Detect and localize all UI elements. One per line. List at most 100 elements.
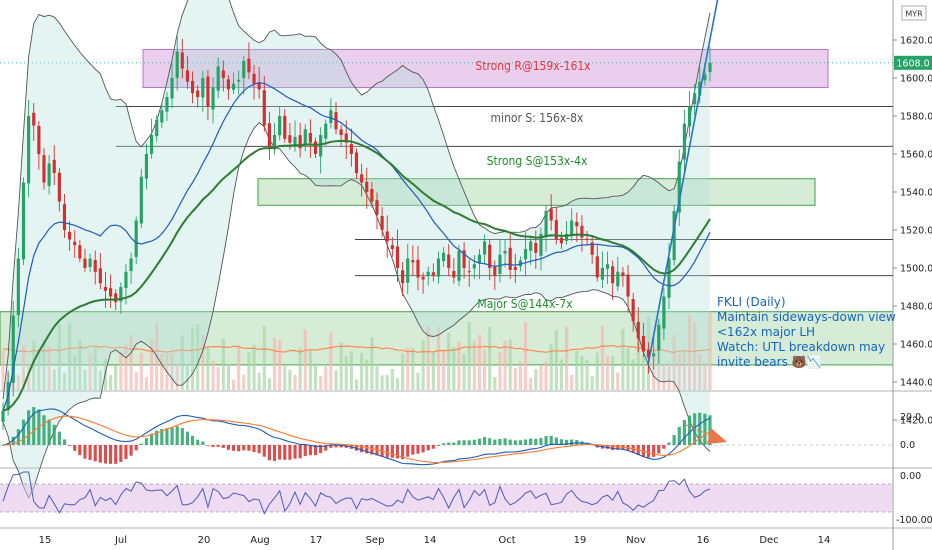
candle[interactable]: [21, 177, 26, 266]
candle[interactable]: [380, 207, 384, 238]
candle[interactable]: [544, 205, 548, 252]
candle[interactable]: [626, 265, 630, 313]
candle[interactable]: [308, 119, 312, 158]
candle[interactable]: [57, 168, 61, 212]
candle[interactable]: [411, 245, 415, 277]
candle[interactable]: [349, 128, 353, 167]
candle[interactable]: [32, 102, 36, 141]
candle[interactable]: [488, 239, 492, 281]
candle[interactable]: [293, 120, 297, 152]
candle[interactable]: [231, 72, 236, 94]
candle[interactable]: [395, 229, 400, 282]
candle[interactable]: [78, 240, 82, 263]
candle[interactable]: [687, 91, 692, 137]
candle[interactable]: [93, 250, 97, 285]
candle[interactable]: [672, 205, 676, 266]
candle[interactable]: [37, 121, 41, 170]
candle[interactable]: [196, 85, 200, 108]
candle[interactable]: [313, 137, 318, 159]
candle[interactable]: [641, 323, 645, 357]
candle[interactable]: [190, 71, 195, 104]
candle[interactable]: [237, 70, 241, 95]
candle[interactable]: [600, 251, 604, 289]
candle[interactable]: [477, 248, 482, 280]
candle[interactable]: [457, 244, 461, 286]
candle[interactable]: [180, 38, 184, 79]
candle[interactable]: [360, 163, 364, 197]
candle[interactable]: [109, 274, 113, 308]
candle[interactable]: [549, 194, 553, 231]
candle[interactable]: [129, 252, 133, 284]
candle[interactable]: [442, 247, 446, 268]
candle[interactable]: [283, 108, 287, 143]
candle[interactable]: [508, 234, 512, 279]
candle[interactable]: [503, 239, 507, 268]
candle[interactable]: [27, 99, 31, 198]
candle[interactable]: [611, 260, 615, 300]
candle[interactable]: [278, 107, 282, 141]
candle[interactable]: [657, 318, 661, 365]
candle[interactable]: [462, 242, 466, 279]
candle[interactable]: [385, 215, 389, 258]
candle[interactable]: [452, 258, 456, 284]
candle[interactable]: [103, 271, 108, 308]
candle[interactable]: [426, 266, 430, 286]
candle[interactable]: [201, 71, 205, 112]
candle[interactable]: [401, 261, 405, 297]
candle[interactable]: [216, 57, 220, 99]
candle[interactable]: [139, 168, 143, 228]
candle[interactable]: [467, 259, 471, 287]
candle[interactable]: [595, 244, 599, 282]
candle[interactable]: [144, 143, 149, 190]
candle[interactable]: [559, 231, 564, 249]
candle[interactable]: [303, 124, 307, 152]
candle[interactable]: [47, 155, 51, 195]
candle[interactable]: [564, 221, 569, 245]
candle[interactable]: [390, 237, 394, 257]
candle[interactable]: [324, 119, 328, 146]
candle[interactable]: [523, 232, 528, 277]
candle[interactable]: [554, 207, 558, 245]
candle[interactable]: [185, 56, 190, 89]
candle[interactable]: [436, 251, 441, 284]
candle[interactable]: [11, 300, 15, 397]
candle[interactable]: [590, 236, 594, 264]
candle[interactable]: [73, 230, 77, 258]
candle[interactable]: [247, 42, 251, 80]
candle[interactable]: [483, 234, 487, 265]
candle[interactable]: [431, 263, 435, 282]
candle[interactable]: [16, 247, 20, 328]
candle[interactable]: [652, 336, 656, 370]
candle-layer[interactable]: [1, 35, 712, 431]
candle[interactable]: [708, 46, 712, 82]
candle[interactable]: [155, 114, 159, 142]
candle[interactable]: [605, 251, 610, 285]
candle[interactable]: [493, 260, 497, 290]
candle[interactable]: [472, 255, 476, 279]
candle[interactable]: [252, 64, 256, 100]
candle[interactable]: [498, 239, 502, 283]
candle[interactable]: [421, 272, 425, 294]
candle[interactable]: [354, 148, 359, 179]
candle[interactable]: [339, 125, 343, 147]
candle[interactable]: [370, 182, 374, 208]
candle[interactable]: [621, 267, 625, 288]
candle[interactable]: [662, 288, 666, 341]
candle[interactable]: [319, 127, 323, 174]
candle[interactable]: [329, 98, 333, 129]
candle[interactable]: [677, 149, 681, 226]
candle[interactable]: [170, 63, 174, 109]
candle[interactable]: [98, 252, 102, 290]
candle[interactable]: [298, 122, 302, 158]
candle[interactable]: [211, 77, 215, 124]
candle[interactable]: [416, 246, 420, 291]
candle[interactable]: [267, 111, 271, 160]
candle[interactable]: [149, 118, 154, 159]
candle[interactable]: [682, 110, 686, 173]
candle[interactable]: [262, 75, 266, 132]
candle[interactable]: [221, 60, 225, 92]
candle[interactable]: [575, 212, 579, 242]
candle[interactable]: [585, 231, 589, 245]
candle[interactable]: [119, 282, 123, 314]
candle[interactable]: [226, 75, 230, 100]
